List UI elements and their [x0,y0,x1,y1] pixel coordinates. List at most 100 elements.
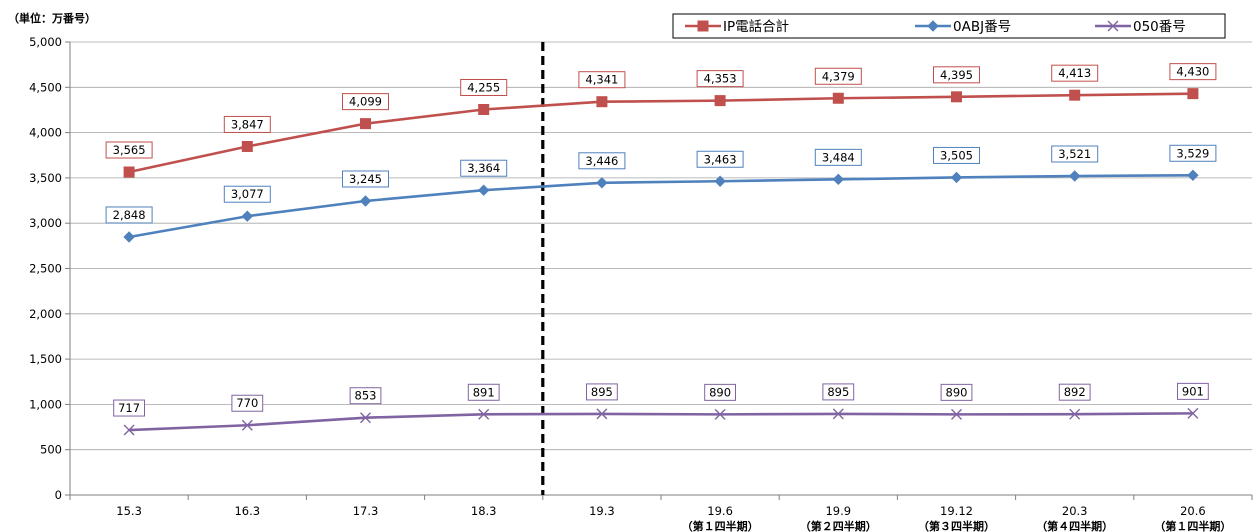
data-point-marker [241,419,253,431]
x-tick-sublabel: （第１四半期） [1154,519,1231,532]
data-point-marker [1107,20,1119,32]
x-tick-label: 19.12 [940,504,973,518]
data-point-marker [1187,407,1199,419]
y-tick-label: 1,000 [29,397,62,411]
data-point-marker [697,20,709,32]
x-tick-label: 16.3 [234,504,260,518]
data-label: 901 [1182,384,1204,398]
data-label-box [1169,63,1217,81]
unit-label: （単位：万番号） [8,12,96,25]
series-line [129,412,1193,432]
legend: IP電話合計 0ABJ番号 050番号 [672,13,1226,39]
data-point-marker [477,184,490,196]
data-label: 892 [1064,385,1086,399]
data-label: 853 [355,389,377,403]
data-label: 3,521 [1058,147,1091,161]
data-label-box [342,93,389,111]
x-tick-sublabel: （第３四半期） [918,519,995,532]
y-tick-label: 4,000 [29,126,62,140]
legend-label: 0ABJ番号 [953,19,1011,35]
data-label: 4,379 [822,69,855,83]
data-point-marker [596,177,608,189]
data-label: 4,341 [585,73,618,87]
data-point-marker [950,171,963,184]
data-label-box [1051,145,1099,163]
data-label-box [578,152,626,170]
data-label: 891 [473,385,495,399]
y-tick-label: 5,000 [29,35,62,49]
legend-label: IP電話合計 [723,18,789,35]
data-label-box [467,383,500,401]
data-point-marker [1187,88,1199,100]
data-point-marker [596,96,608,108]
data-label-box [113,399,145,417]
data-point-marker [596,408,608,420]
data-label-box [223,115,271,133]
data-point-marker [123,231,135,243]
y-tick-label: 2,000 [29,307,62,321]
y-tick-label: 3,500 [29,171,62,185]
data-label: 890 [709,385,731,399]
x-tick-label: 18.3 [471,504,497,518]
data-label-box [105,206,153,224]
data-label: 4,099 [349,95,382,109]
data-label-box [231,394,264,412]
data-label: 3,463 [704,152,737,166]
data-label: 3,364 [467,161,500,175]
data-label-box [586,383,618,401]
data-label: 2,848 [113,208,146,222]
data-label: 4,255 [467,80,500,94]
data-point-marker [1187,169,1199,181]
data-label-box [940,383,973,401]
x-tick-label: 20.3 [1062,504,1088,518]
y-tick-label: 0 [55,488,62,502]
x-tick-sublabel: （第２四半期） [800,519,877,532]
x-tick-label: 19.3 [589,504,615,518]
data-point-marker [832,92,844,104]
x-tick-label: 15.3 [116,504,142,518]
data-point-marker [478,103,490,115]
data-point-marker [714,175,726,187]
data-point-marker [714,408,726,420]
data-label-box [460,159,508,177]
data-point-marker [714,95,726,107]
data-label: 4,413 [1058,66,1091,80]
x-tick-sublabel: （第１四半期） [682,519,759,532]
series-3: 717 770 853 891 895 890 895 890 892 901 [113,382,1209,436]
x-tick-label: 17.3 [353,504,379,518]
data-label-box [933,146,980,164]
data-label-box [696,70,744,88]
series-line [128,173,1193,239]
data-point-marker [1068,170,1081,182]
x-tick-sublabel: （第４四半期） [1036,519,1113,532]
y-tick-label: 2,500 [29,262,62,276]
data-point-marker [241,140,253,152]
data-label: 890 [946,385,968,399]
data-label: 3,847 [231,117,264,131]
data-label-box [696,150,744,168]
y-tick-label: 500 [40,443,62,457]
data-label: 3,484 [822,150,855,164]
data-label: 3,565 [113,143,146,157]
data-label: 717 [118,401,140,415]
data-label: 3,446 [585,154,618,168]
data-label: 4,395 [940,68,973,82]
series-2: 2,848 3,077 3,245 3,364 3,446 3,463 3,484 3,505… [105,144,1217,243]
data-label-box [1058,383,1091,401]
y-tick-label: 4,500 [29,80,62,94]
data-label-box [578,71,626,89]
data-label: 3,505 [940,148,973,162]
x-tick-label: 19.9 [825,504,851,518]
data-point-marker [832,173,845,186]
data-label-box [223,185,271,203]
data-label: 4,430 [1176,65,1209,79]
y-tick-label: 1,500 [29,352,62,366]
data-label-box [1051,64,1099,82]
data-label: 895 [827,385,849,399]
data-point-marker [832,408,844,420]
data-label-box [105,141,153,159]
data-label-box [1177,382,1209,400]
data-point-marker [360,412,371,424]
